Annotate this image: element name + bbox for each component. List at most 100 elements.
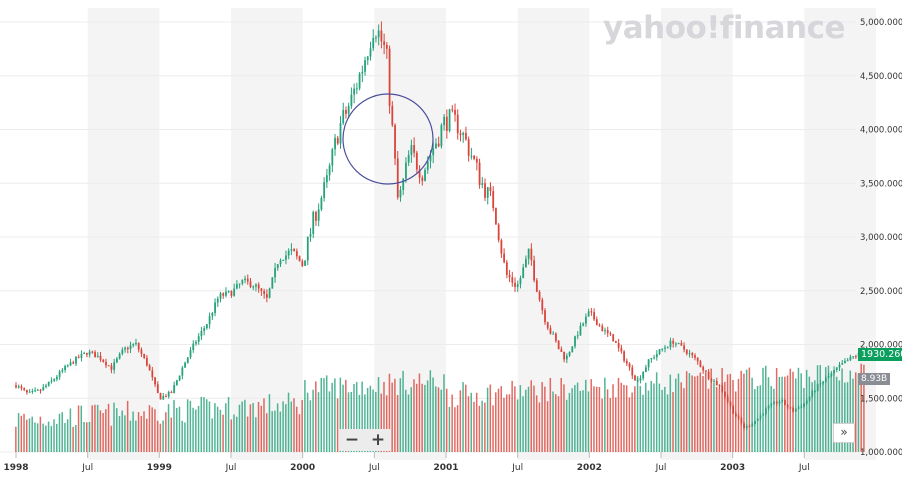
x-axis-ticks: 1998 Jul 1999 Jul 2000 Jul 2001 Jul 2002 Jul 2003 J… — [3, 452, 810, 473]
volume-bar — [435, 386, 437, 452]
volume-bar — [315, 381, 317, 452]
volume-bar — [822, 381, 824, 452]
volume-bar — [336, 398, 339, 452]
candle-body — [571, 346, 574, 353]
candle-body — [475, 158, 478, 163]
volume-bar — [754, 389, 756, 452]
candle-body — [764, 408, 767, 415]
candle-body — [824, 377, 827, 382]
volume-bar — [715, 387, 718, 452]
volume-bar — [165, 412, 167, 452]
candle-body — [405, 162, 407, 179]
candle-body — [519, 278, 522, 285]
volume-bar — [514, 386, 516, 452]
zoom-out-button[interactable]: − — [344, 430, 360, 450]
candle-body — [854, 356, 857, 358]
volume-bar — [227, 397, 230, 452]
volume-bar — [595, 386, 598, 452]
volume-bar — [481, 400, 483, 452]
volume-bar — [838, 380, 841, 452]
candle-body — [525, 258, 527, 268]
candle-body — [205, 324, 208, 329]
candle-body — [844, 360, 846, 364]
volume-bar — [437, 387, 440, 452]
candle-body — [846, 360, 849, 362]
candle-body — [165, 396, 167, 398]
volume-bar — [137, 412, 140, 452]
volume-bar — [773, 388, 775, 452]
candle-body — [75, 356, 77, 364]
candle-body — [375, 37, 377, 39]
volume-bar — [113, 402, 115, 452]
volume-bar — [456, 405, 459, 452]
candle-body — [244, 278, 246, 280]
volume-bar — [238, 404, 241, 452]
volume-bar — [287, 392, 290, 452]
volume-bar — [173, 400, 175, 452]
volume-bar — [612, 384, 614, 452]
volume-bar — [391, 382, 393, 452]
candle-body — [511, 277, 514, 283]
candle-body — [680, 342, 683, 346]
candle-body — [355, 88, 358, 90]
candle-body — [263, 290, 266, 295]
volume-bar — [148, 405, 151, 452]
volume-bar — [306, 392, 309, 452]
volume-bar — [604, 377, 606, 452]
volume-bar — [135, 420, 137, 452]
volume-bar — [830, 375, 832, 452]
candle-body — [385, 44, 388, 49]
volume-bar — [178, 406, 181, 452]
candle-body — [399, 189, 402, 198]
candle-body — [151, 370, 154, 378]
volume-bar — [775, 367, 778, 452]
candle-body — [323, 182, 326, 198]
candle-body — [353, 88, 356, 95]
volume-bar — [576, 382, 579, 452]
volume-bar — [214, 403, 216, 452]
volume-bar — [350, 391, 353, 452]
candle-body — [159, 393, 162, 400]
volume-bar — [47, 421, 50, 452]
last-price-badge: 1930.260 — [858, 348, 902, 361]
volume-bar — [726, 374, 729, 452]
volume-bar — [293, 398, 295, 452]
candle-body — [489, 187, 492, 192]
candle-body — [391, 105, 394, 125]
candle-body — [789, 407, 792, 409]
candle-body — [541, 299, 544, 311]
volume-bar — [503, 397, 505, 452]
candle-body — [568, 352, 571, 356]
volume-bar — [677, 373, 680, 452]
candle-body — [58, 371, 61, 377]
candle-body — [574, 336, 576, 347]
candle-body — [576, 335, 579, 337]
volume-bar — [620, 382, 622, 452]
candle-body — [481, 183, 484, 185]
volume-bar — [546, 401, 549, 452]
candle-body — [623, 351, 625, 361]
x-tick-label: 2000 — [290, 463, 315, 473]
volume-bar — [26, 419, 28, 452]
candle-body — [497, 224, 500, 241]
candle-body — [639, 378, 642, 381]
volume-bar — [66, 419, 69, 452]
candle-body — [500, 240, 503, 254]
candle-body — [484, 183, 486, 198]
volume-bar — [58, 413, 61, 452]
candle-body — [200, 330, 203, 337]
volume-bar — [145, 418, 148, 452]
candle-body — [287, 250, 290, 256]
candle-body — [345, 110, 347, 114]
x-tick-label: Jul — [511, 463, 523, 473]
candle-body — [767, 405, 770, 409]
candle-body — [50, 380, 53, 382]
zoom-in-button[interactable]: + — [370, 430, 386, 450]
candle-body — [271, 277, 274, 289]
volume-bar — [527, 386, 530, 452]
scroll-right-button[interactable]: » — [833, 423, 855, 443]
volume-bar — [639, 386, 642, 452]
candle-body — [36, 389, 39, 391]
volume-bar — [459, 390, 462, 452]
